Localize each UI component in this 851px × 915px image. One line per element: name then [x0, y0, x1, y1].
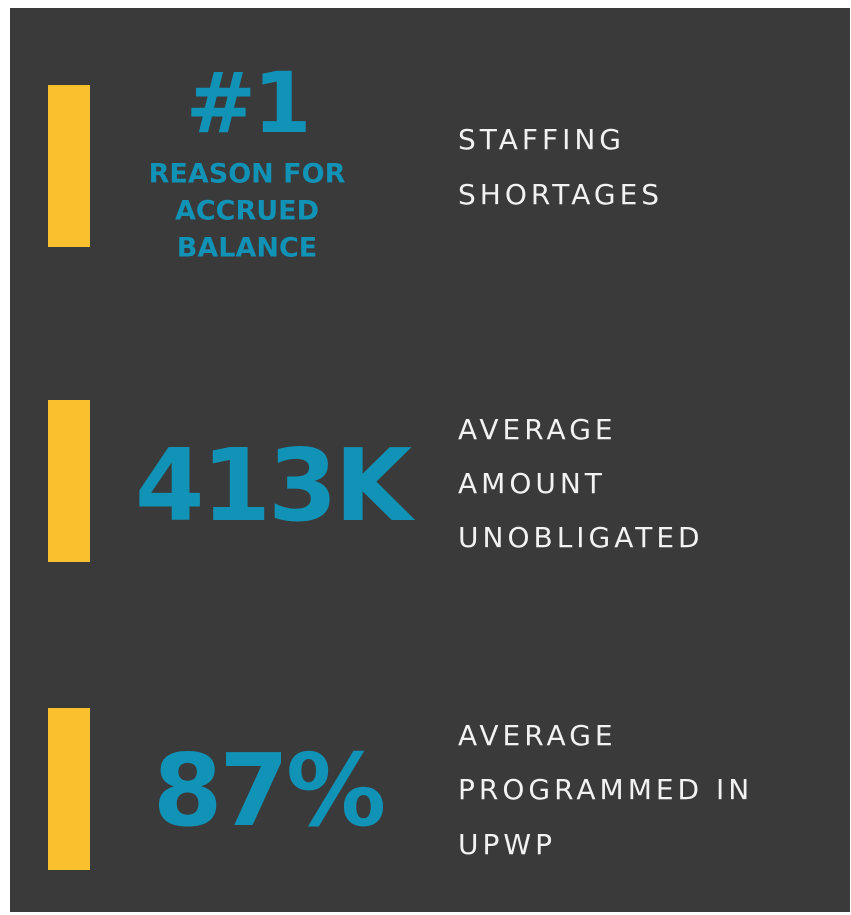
subheadline: REASON FOR [148, 158, 346, 190]
description: STAFFING [458, 123, 625, 156]
description: AMOUNT [458, 467, 606, 500]
accent-bar [48, 708, 90, 870]
headline: #1 [185, 54, 312, 152]
description: UNOBLIGATED [458, 521, 704, 554]
description: SHORTAGES [458, 178, 664, 211]
accent-bar [48, 400, 90, 562]
description: UPWP [458, 828, 556, 861]
subheadline: BALANCE [176, 232, 318, 264]
description: PROGRAMMED IN [458, 773, 754, 806]
headline: 413K [134, 427, 412, 544]
headline: 87% [152, 732, 386, 849]
subheadline: ACCRUED [174, 195, 320, 227]
infographic-panel: #1 REASON FOR ACCRUED BALANCE STAFFING S… [10, 8, 850, 912]
description: AVERAGE [458, 719, 617, 752]
accent-bar [48, 85, 90, 247]
description: AVERAGE [458, 413, 617, 446]
